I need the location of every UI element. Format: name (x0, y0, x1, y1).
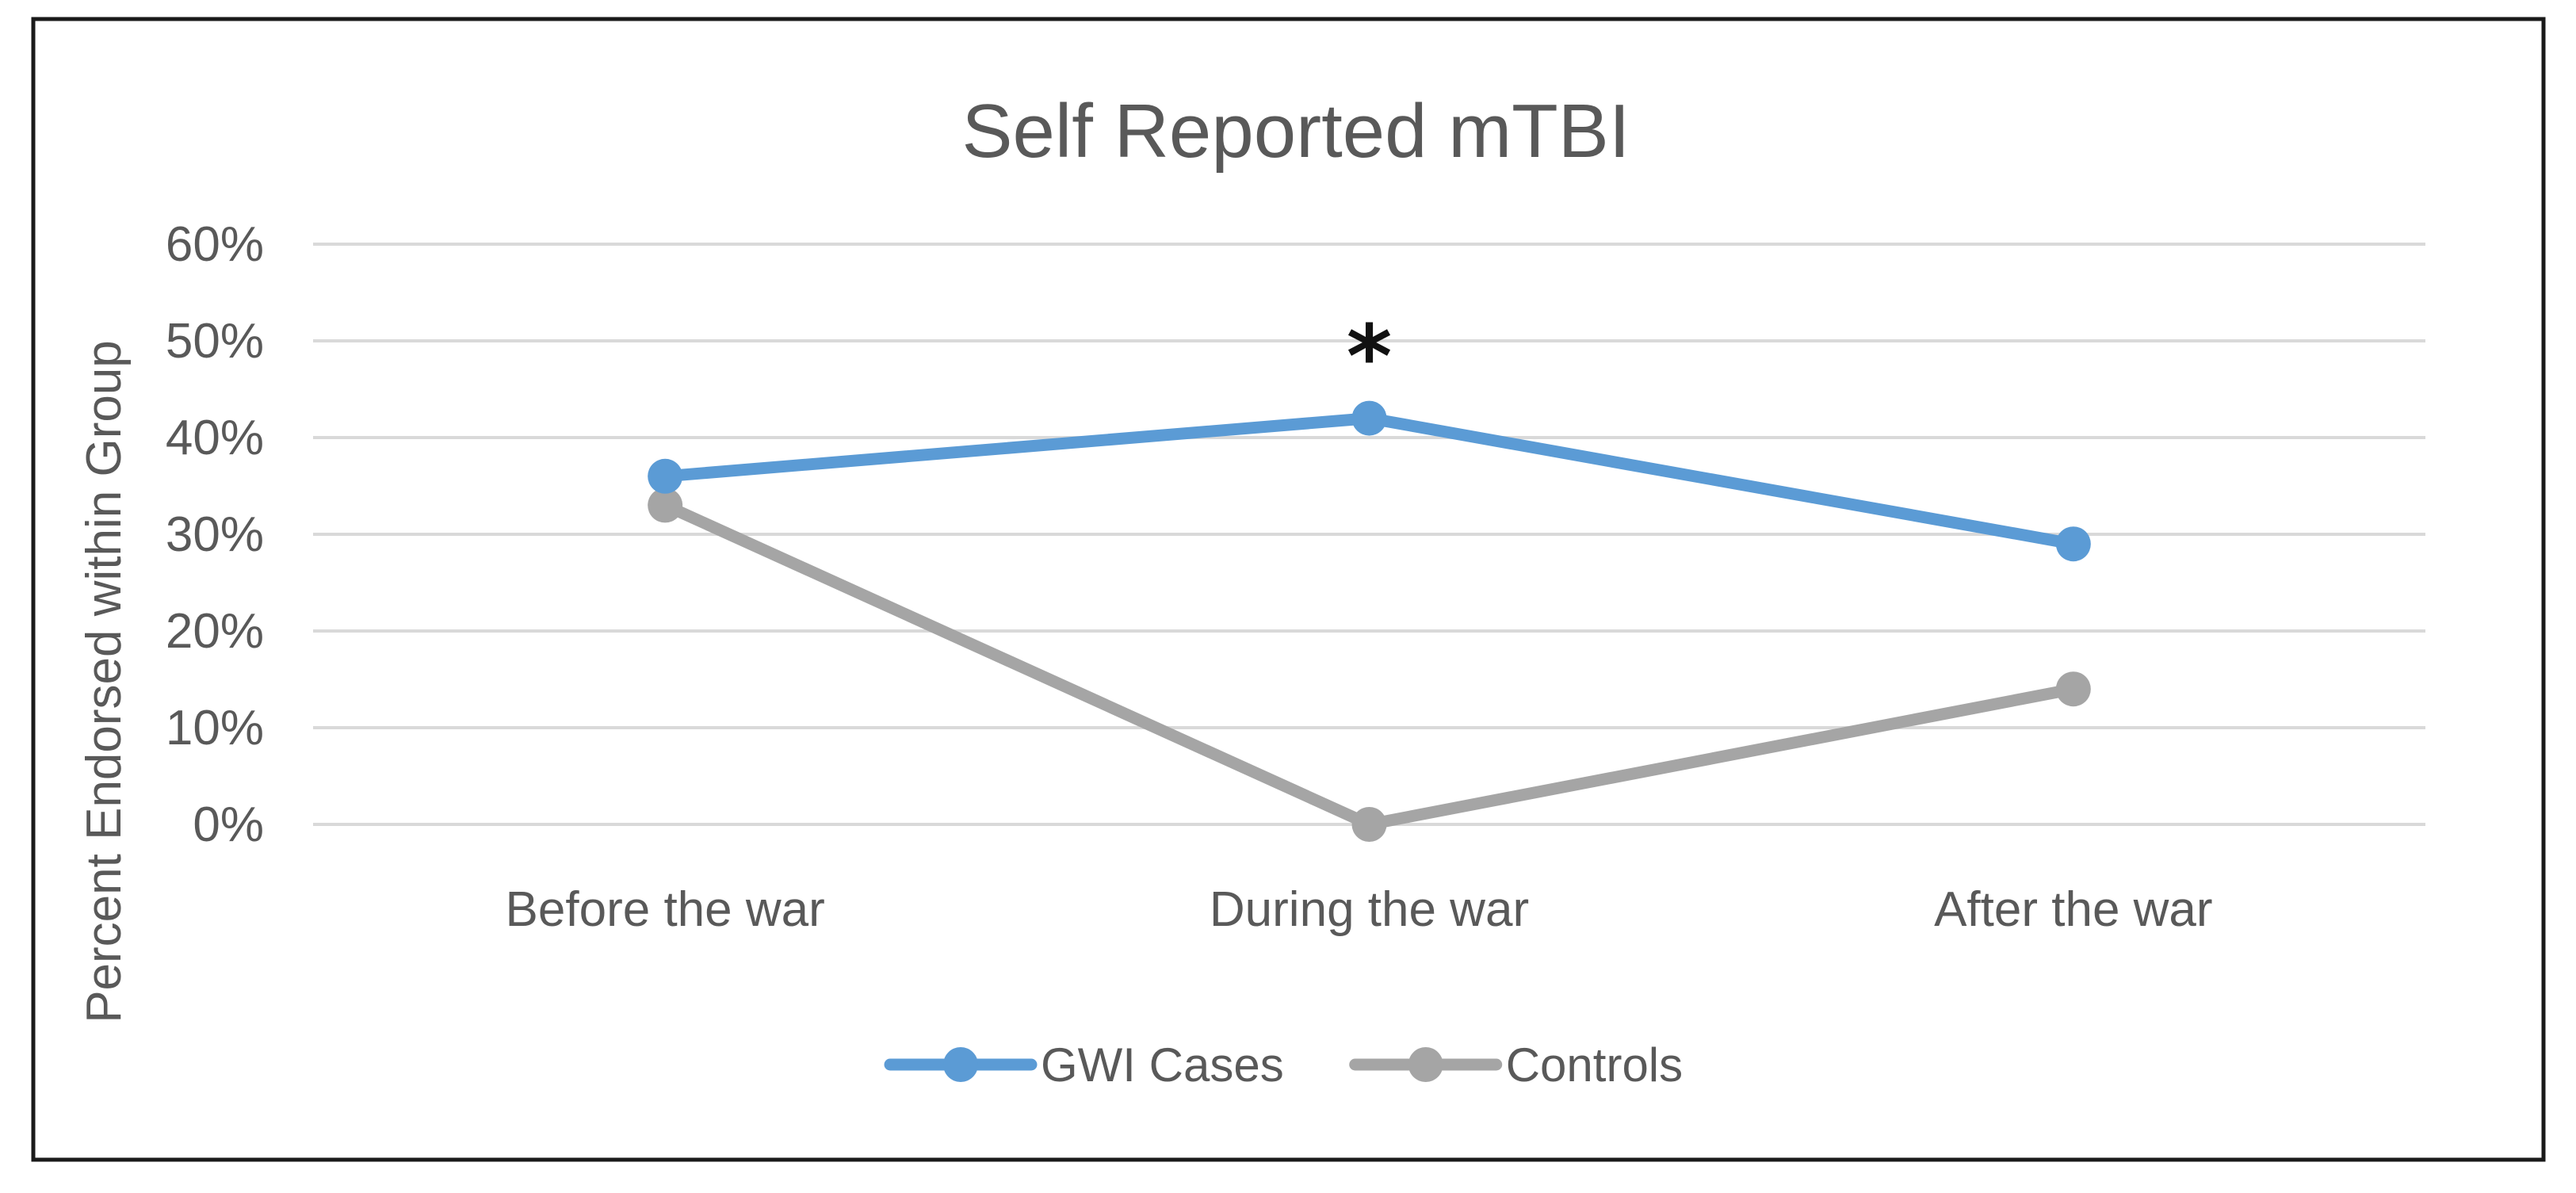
legend: GWI Cases Controls (884, 1038, 1683, 1092)
y-tick-label: 0% (193, 797, 264, 852)
y-tick-label: 20% (166, 604, 264, 659)
data-point (1351, 807, 1387, 842)
gridlines (313, 243, 2425, 826)
chart-border (31, 17, 2546, 1162)
legend-swatch-marker (943, 1047, 978, 1082)
data-point (1351, 400, 1387, 436)
y-tick-label: 10% (166, 701, 264, 755)
y-tick-label: 30% (166, 507, 264, 562)
data-point (648, 488, 683, 523)
x-tick-labels: Before the war During the war After the wa… (506, 882, 2213, 937)
y-tick-labels: 0% 10% 20% 30% 40% 50% 60% (166, 217, 264, 852)
data-point (648, 458, 683, 494)
legend-entry: GWI Cases (884, 1038, 1284, 1092)
series-gwi-cases (648, 400, 2091, 562)
y-axis-title: Percent Endorsed within Group (77, 340, 132, 1023)
annotations: * (1347, 306, 1393, 407)
legend-label: GWI Cases (1041, 1038, 1284, 1092)
chart-title: Self Reported mTBI (962, 89, 1630, 174)
series-lines (648, 400, 2091, 842)
y-tick-label: 40% (166, 411, 264, 465)
y-tick-label: 60% (166, 217, 264, 272)
significance-marker: * (1347, 306, 1393, 407)
x-tick-label: During the war (1210, 882, 1529, 937)
series-controls (648, 488, 2091, 842)
data-point (2055, 671, 2091, 707)
legend-entry: Controls (1349, 1038, 1683, 1092)
legend-label: Controls (1506, 1038, 1683, 1092)
x-tick-label: After the war (1934, 882, 2212, 937)
legend-swatch-marker (1408, 1047, 1443, 1082)
y-tick-label: 50% (166, 314, 264, 369)
data-point (2055, 526, 2091, 562)
x-tick-label: Before the war (506, 882, 825, 937)
